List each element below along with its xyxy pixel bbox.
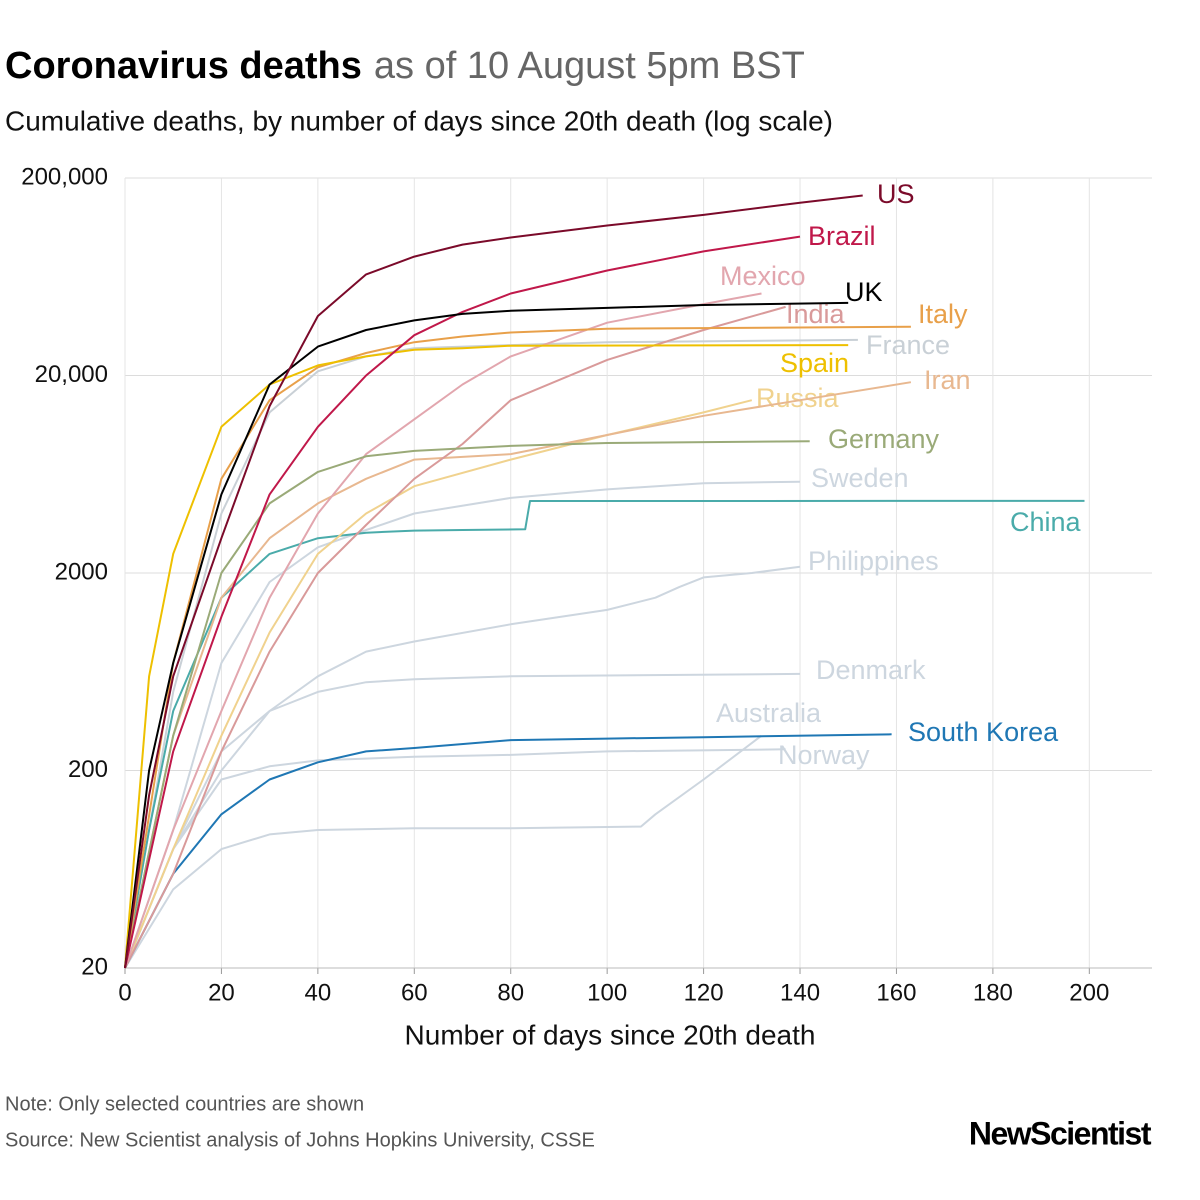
series-label: Spain xyxy=(780,348,849,378)
x-tick-label: 120 xyxy=(684,979,724,1006)
x-tick-label: 40 xyxy=(305,979,332,1006)
series-label: US xyxy=(877,179,915,209)
series-line xyxy=(124,344,849,969)
y-tick-label: 20 xyxy=(81,953,108,980)
series-line xyxy=(124,194,863,969)
x-axis-label: Number of days since 20th death xyxy=(405,1019,816,1050)
series-label: Norway xyxy=(778,740,870,770)
y-tick-label: 200,000 xyxy=(21,163,108,190)
series-line xyxy=(124,305,786,969)
series-line xyxy=(124,399,753,969)
series-label: Germany xyxy=(828,424,940,454)
x-tick-label: 100 xyxy=(587,979,627,1006)
series-line xyxy=(124,499,1085,969)
series-label: Denmark xyxy=(816,655,926,685)
series-label: Sweden xyxy=(811,463,909,493)
x-tick-label: 200 xyxy=(1069,979,1109,1006)
series-label: Russia xyxy=(756,383,840,413)
subtitle: Cumulative deaths, by number of days sin… xyxy=(5,105,833,136)
series-line xyxy=(124,381,912,969)
x-tick-label: 140 xyxy=(780,979,820,1006)
series-label: Iran xyxy=(924,365,971,395)
note: Note: Only selected countries are shown xyxy=(5,1093,364,1115)
series-label: Italy xyxy=(918,299,968,329)
series-label: Brazil xyxy=(808,221,876,251)
series-line xyxy=(124,565,801,969)
series-label: France xyxy=(866,330,950,360)
source: Source: New Scientist analysis of Johns … xyxy=(5,1129,595,1151)
title: Coronavirus deaths as of 10 August 5pm BS… xyxy=(5,45,805,87)
series-line xyxy=(124,440,810,969)
brand-logo: NewScientist xyxy=(969,1115,1152,1151)
series-line xyxy=(124,734,763,969)
title-suffix: as of 10 August 5pm BST xyxy=(374,45,805,87)
series-label: Mexico xyxy=(720,261,806,291)
x-tick-label: 20 xyxy=(208,979,235,1006)
series-line xyxy=(124,301,849,969)
series-line xyxy=(124,733,892,969)
series-line xyxy=(124,748,786,969)
y-tick-label: 200 xyxy=(68,756,108,783)
series-line xyxy=(124,480,801,969)
x-tick-label: 180 xyxy=(973,979,1013,1006)
series-line xyxy=(124,235,801,969)
x-tick-label: 0 xyxy=(118,979,131,1006)
series-line xyxy=(124,292,762,969)
x-tick-label: 160 xyxy=(876,979,916,1006)
y-tick-label: 20,000 xyxy=(35,361,108,388)
series-label: Philippines xyxy=(808,546,939,576)
series-line xyxy=(124,325,911,969)
y-tick-label: 2000 xyxy=(55,558,108,585)
title-main: Coronavirus deaths xyxy=(5,45,362,87)
series-line xyxy=(124,338,858,969)
x-tick-label: 60 xyxy=(401,979,428,1006)
series-label: UK xyxy=(845,277,883,307)
series-label: China xyxy=(1010,507,1082,537)
x-tick-label: 80 xyxy=(497,979,524,1006)
series-label: Australia xyxy=(716,698,822,728)
series-label: South Korea xyxy=(908,717,1059,747)
series-line xyxy=(124,672,801,969)
